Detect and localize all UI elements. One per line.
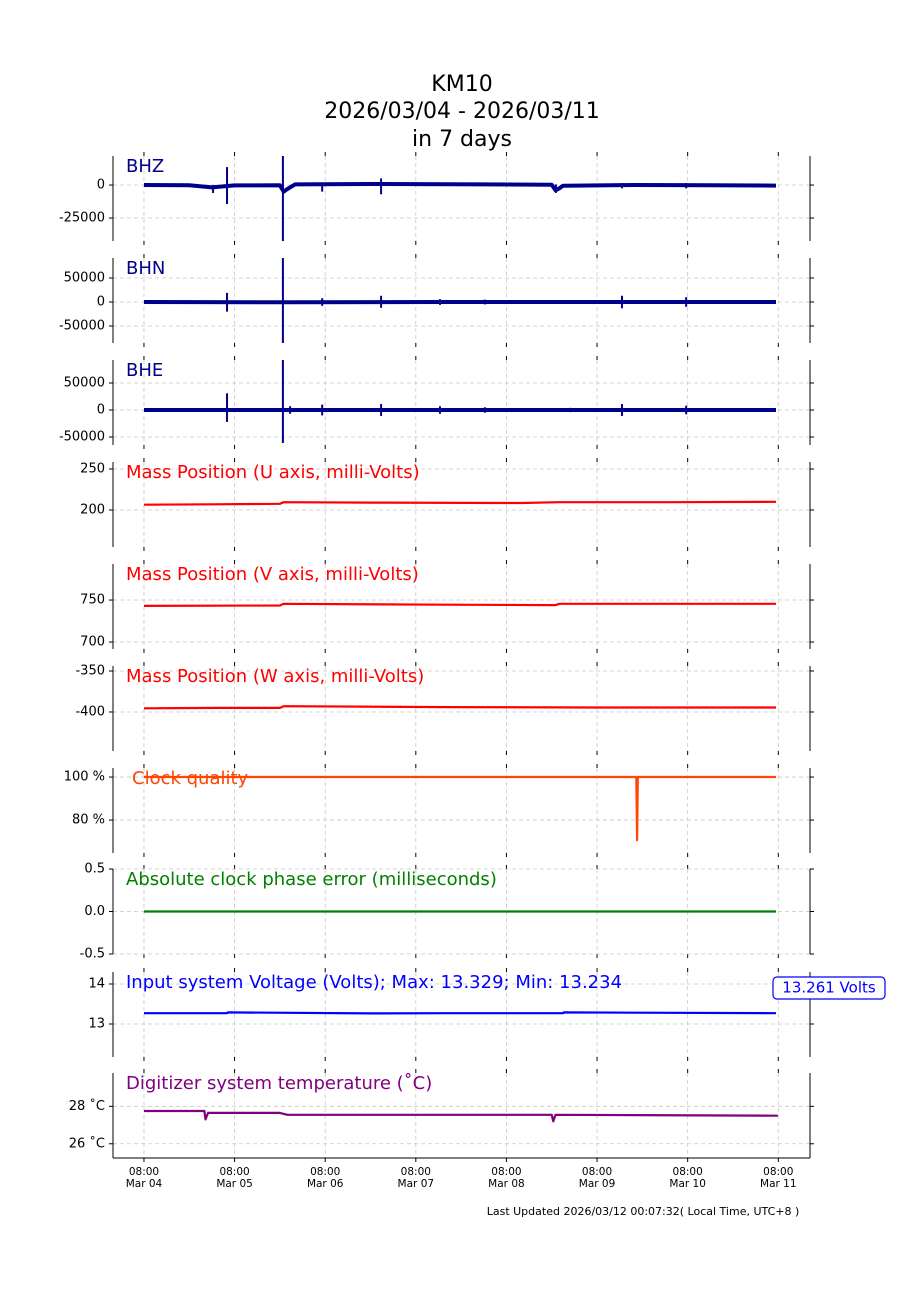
panel: -50000 0 50000 BHE bbox=[59, 356, 814, 449]
y-tick-label: 250 bbox=[80, 461, 105, 476]
trace bbox=[144, 1011, 777, 1015]
x-tick-label: Mar 06 bbox=[307, 1178, 344, 1190]
annotation-box bbox=[772, 976, 886, 1000]
y-tick-label: 26 ˚C bbox=[69, 1135, 105, 1151]
panel-label: Mass Position (U axis, milli-Volts) bbox=[126, 462, 420, 483]
x-tick-label: 08:00 bbox=[582, 1166, 612, 1178]
y-tick-label: -350 bbox=[75, 664, 105, 679]
x-tick-label: 08:00 bbox=[673, 1166, 703, 1178]
y-tick-label: -400 bbox=[75, 704, 105, 719]
annotation: 13.261 Volts bbox=[782, 979, 876, 997]
y-tick-label: 50000 bbox=[64, 271, 105, 286]
y-tick-label: 0 bbox=[97, 178, 105, 193]
panel: 200 250 Mass Position (U axis, milli-Volts… bbox=[80, 458, 814, 551]
panel: -50000 0 50000 BHN bbox=[59, 254, 814, 347]
x-tick-label: Mar 05 bbox=[216, 1178, 253, 1190]
title-line: KM10 bbox=[431, 72, 492, 97]
y-tick-label: -25000 bbox=[59, 211, 105, 226]
trace bbox=[143, 602, 776, 607]
panel: 13 14 Input system Voltage (Volts); Max: 1… bbox=[88, 968, 886, 1061]
trace bbox=[143, 500, 777, 506]
x-tick-label: Mar 04 bbox=[126, 1178, 163, 1190]
y-tick-label: 100 % bbox=[64, 770, 105, 785]
panel: -400 -350 Mass Position (W axis, milli-Vol… bbox=[75, 662, 814, 755]
trace bbox=[143, 705, 776, 710]
x-tick-label: Mar 11 bbox=[760, 1178, 797, 1190]
y-tick-label: 14 bbox=[88, 977, 105, 992]
trace bbox=[144, 775, 776, 842]
panel-label: Absolute clock phase error (milliseconds… bbox=[126, 869, 497, 890]
panel-label: Mass Position (V axis, milli-Volts) bbox=[126, 564, 419, 585]
trace bbox=[143, 182, 777, 194]
y-tick-label: 0.5 bbox=[84, 862, 105, 877]
x-tick-label: 08:00 bbox=[401, 1166, 431, 1178]
y-tick-label: 700 bbox=[80, 635, 105, 650]
y-tick-label: 0.0 bbox=[84, 904, 105, 919]
y-tick-label: 50000 bbox=[64, 376, 105, 391]
panel-label: Clock quality bbox=[132, 768, 249, 789]
x-tick-label: 08:00 bbox=[491, 1166, 521, 1178]
y-tick-label: -0.5 bbox=[80, 947, 105, 962]
panel: 80 % 100 % Clock quality bbox=[64, 764, 814, 857]
x-tick-label: 08:00 bbox=[310, 1166, 340, 1178]
y-tick-label: 80 % bbox=[72, 813, 105, 828]
x-tick-label: Mar 08 bbox=[488, 1178, 525, 1190]
x-tick-label: 08:00 bbox=[219, 1166, 249, 1178]
panel: 700 750 Mass Position (V axis, milli-Volts… bbox=[80, 560, 814, 653]
panel-label: Input system Voltage (Volts); Max: 13.32… bbox=[126, 972, 622, 993]
y-tick-label: 750 bbox=[80, 593, 105, 608]
trace bbox=[144, 1109, 778, 1123]
panel-label: Mass Position (W axis, milli-Volts) bbox=[126, 666, 424, 687]
x-tick-label: Mar 07 bbox=[398, 1178, 435, 1190]
panel: -0.5 0.0 0.5 Absolute clock phase error (mi… bbox=[80, 862, 814, 962]
panel: -25000 0 BHZ bbox=[59, 152, 814, 245]
panel-label: BHE bbox=[126, 360, 163, 381]
x-tick-label: 08:00 bbox=[129, 1166, 159, 1178]
x-tick-label: Mar 09 bbox=[579, 1178, 616, 1190]
y-tick-label: 0 bbox=[97, 295, 105, 310]
y-tick-label: 13 bbox=[88, 1017, 105, 1032]
title-line: in 7 days bbox=[412, 127, 512, 152]
y-tick-label: 28 ˚C bbox=[69, 1098, 105, 1114]
y-tick-label: 200 bbox=[80, 502, 105, 517]
y-tick-label: -50000 bbox=[59, 430, 105, 445]
y-tick-label: 0 bbox=[97, 403, 105, 418]
y-tick-label: -50000 bbox=[59, 319, 105, 334]
x-tick-label: Mar 10 bbox=[669, 1178, 706, 1190]
panel-label: BHN bbox=[126, 258, 165, 279]
x-tick-label: 08:00 bbox=[763, 1166, 793, 1178]
panel-label: Digitizer system temperature (˚C) bbox=[126, 1073, 432, 1094]
panel-label: BHZ bbox=[126, 156, 164, 177]
footer: Last Updated 2026/03/12 00:07:32( Local … bbox=[487, 1205, 800, 1218]
title-line: 2026/03/04 - 2026/03/11 bbox=[324, 99, 600, 124]
